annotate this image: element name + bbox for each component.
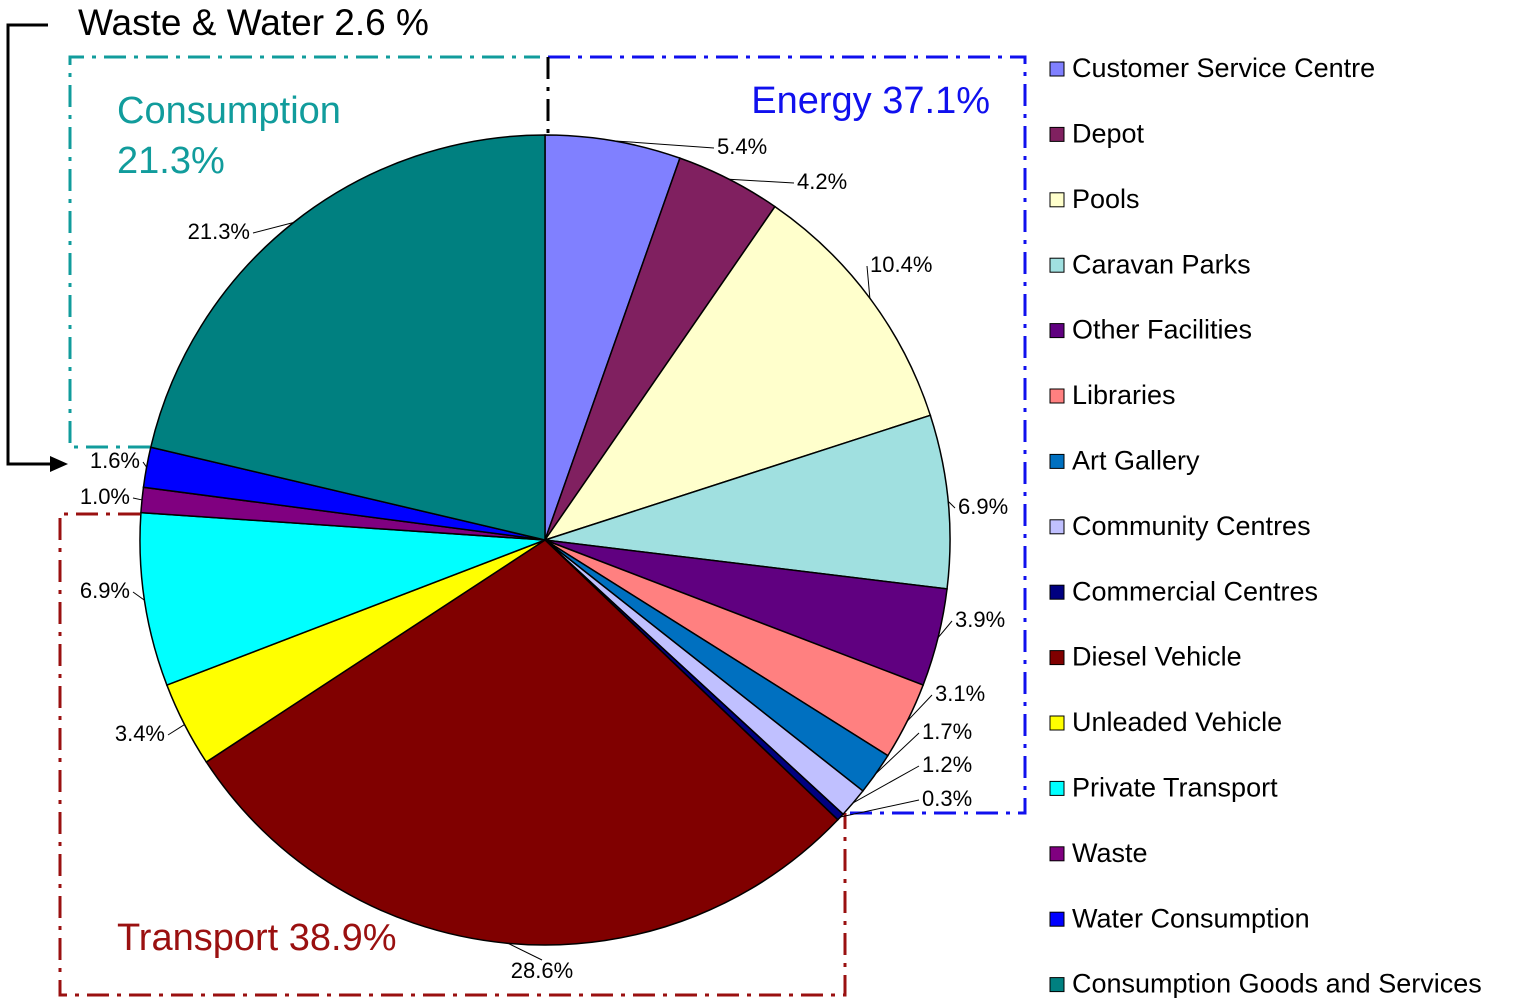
leader-line	[613, 140, 715, 149]
consumption-box	[68, 55, 540, 449]
legend-swatch	[1049, 846, 1065, 862]
pie-slice	[544, 134, 681, 541]
transport-box	[58, 512, 847, 997]
data-label: 1.7%	[922, 719, 972, 744]
pie-slice	[139, 511, 546, 687]
legend-label: Pools	[1072, 184, 1140, 214]
data-label: 6.9%	[80, 578, 130, 603]
leader-line	[507, 942, 543, 961]
leader-line	[729, 178, 795, 184]
legend-swatch	[1049, 257, 1065, 273]
leader-line	[840, 799, 920, 818]
legend-label: Water Consumption	[1072, 903, 1310, 933]
data-label: 3.4%	[115, 721, 165, 746]
leader-line	[866, 265, 871, 299]
legend-swatch	[1049, 584, 1065, 600]
leader-line	[852, 765, 920, 804]
leader-line	[906, 694, 933, 722]
annotation: 21.3%	[117, 140, 225, 182]
legend-label: Libraries	[1072, 380, 1176, 410]
legend-swatch	[1049, 650, 1065, 666]
annotation: Transport 38.9%	[117, 917, 397, 959]
legend-swatch	[1049, 388, 1065, 404]
legend-swatch	[1049, 192, 1065, 208]
legend-label: Community Centres	[1072, 511, 1311, 541]
leader-line	[875, 732, 920, 774]
leader-line	[167, 724, 185, 736]
legend-label: Caravan Parks	[1072, 249, 1251, 279]
legend-swatch	[1049, 519, 1065, 535]
legend-label: Depot	[1072, 119, 1145, 149]
legend-label: Other Facilities	[1072, 315, 1252, 345]
energy-box	[548, 55, 1027, 815]
legend-label: Art Gallery	[1072, 446, 1200, 476]
legend-swatch	[1049, 323, 1065, 339]
legend-swatch	[1049, 911, 1065, 927]
data-label: 1.6%	[90, 448, 140, 473]
leader-line	[142, 461, 148, 468]
legend-swatch	[1049, 780, 1065, 796]
data-label: 10.4%	[870, 252, 932, 277]
leader-line	[132, 497, 143, 501]
data-label: 1.0%	[80, 484, 130, 509]
annotation: Consumption	[117, 90, 341, 132]
data-label: 3.1%	[935, 681, 985, 706]
legend-swatch	[1049, 715, 1065, 731]
data-label: 6.9%	[958, 494, 1008, 519]
leader-line	[132, 591, 145, 601]
data-label: 3.9%	[955, 607, 1005, 632]
legend-label: Commercial Centres	[1072, 576, 1318, 606]
group-boxes	[58, 55, 1027, 997]
legend-swatch	[1049, 453, 1065, 469]
legend-label: Diesel Vehicle	[1072, 642, 1242, 672]
legend-swatch	[1049, 61, 1065, 77]
data-label: 21.3%	[188, 219, 250, 244]
data-label: 5.4%	[717, 134, 767, 159]
legend-swatch	[1049, 126, 1065, 142]
data-label: 0.3%	[922, 786, 972, 811]
leader-line	[937, 620, 953, 639]
legend-label: Customer Service Centre	[1072, 53, 1375, 83]
legend-label: Private Transport	[1072, 773, 1278, 803]
data-label: 4.2%	[797, 169, 847, 194]
arrow	[6, 23, 52, 466]
legend-label: Unleaded Vehicle	[1072, 707, 1282, 737]
legend-swatch	[1049, 977, 1065, 993]
annotation: Energy 37.1%	[751, 80, 990, 122]
leader-line	[947, 500, 956, 509]
pie-slice	[149, 134, 546, 541]
legend-label: Waste	[1072, 838, 1148, 868]
legend-label: Consumption Goods and Services	[1072, 969, 1482, 999]
leader-line	[252, 222, 294, 234]
pie-slice	[544, 414, 951, 590]
pie-slice	[543, 205, 932, 542]
data-label: 1.2%	[922, 752, 972, 777]
arrow-head	[50, 456, 68, 472]
annotation: Waste & Water 2.6 %	[78, 2, 429, 43]
data-label: 28.6%	[511, 958, 573, 983]
